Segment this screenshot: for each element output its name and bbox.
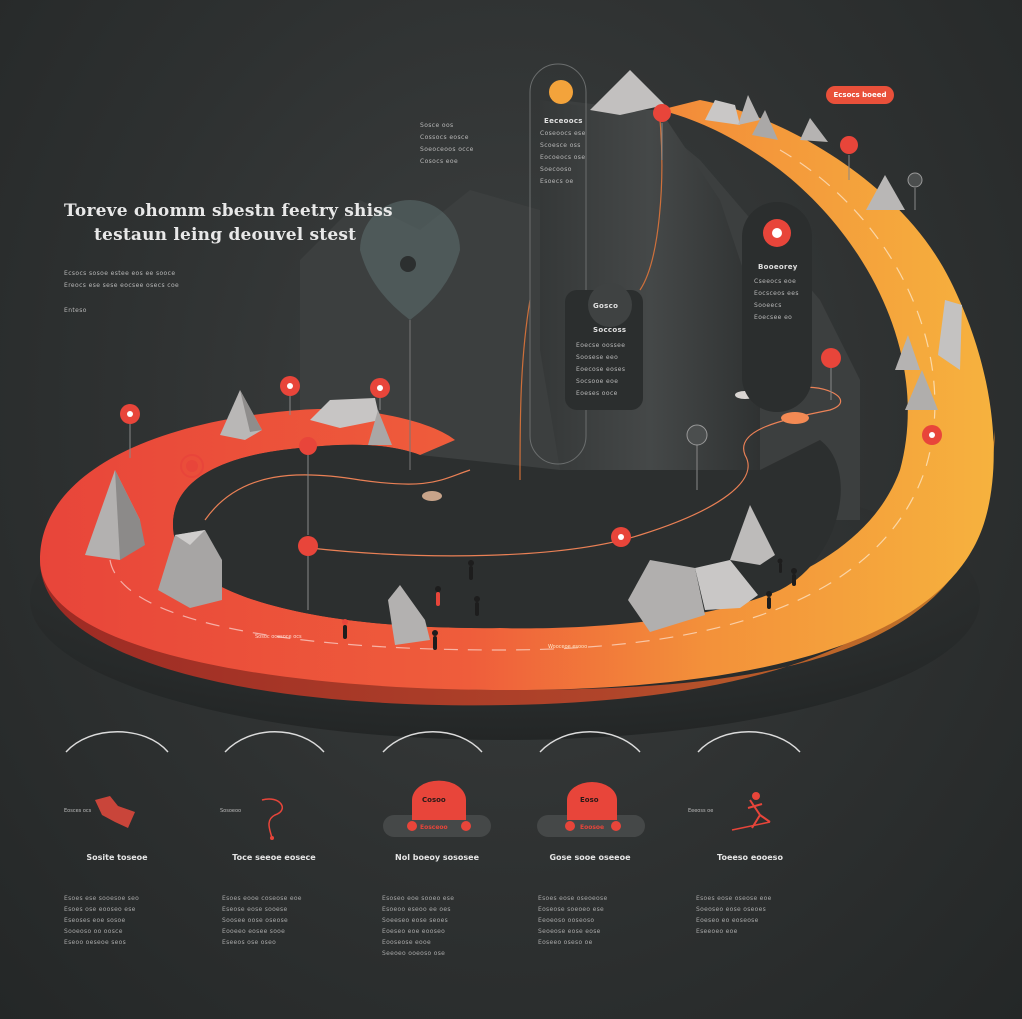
callout-right-line-2: Eocsceos ees — [754, 290, 799, 297]
callout-center-line-3: Eocoeocs ose — [540, 154, 586, 161]
callout-right-line-4: Eoecsee eo — [754, 314, 793, 321]
location-pin-icon[interactable] — [280, 376, 300, 415]
location-pin-icon[interactable] — [653, 104, 671, 160]
callout-right-heading: Booeorey — [758, 263, 798, 271]
road-label-left: Sosoc ocesoce ocs — [255, 634, 302, 640]
callout-middle-heading: Soccoss — [593, 326, 627, 334]
intro-line-3: Enteso — [64, 307, 87, 314]
callout-middle-line-4: Socsooe eoe — [576, 378, 619, 385]
callout-left-line-1: Sosce oos — [420, 122, 454, 129]
step-arcs — [65, 731, 801, 753]
step-4-button-label: Eoso — [580, 796, 599, 804]
callout-middle-line-1: Eoecse oossee — [576, 342, 626, 349]
page-title-line-1: Toreve ohomm sbestn feetry shiss — [64, 201, 393, 221]
callout-left-line-2: Cossocs eosce — [420, 134, 469, 141]
step-5-tag: Eeeoss oe — [688, 808, 714, 814]
location-pin-icon[interactable] — [686, 424, 708, 490]
step-2-body: Esoes eooe coseose eoe Eseose eose sooese… — [222, 895, 302, 946]
callout-center-line-1: Coseoocs ese — [540, 130, 586, 137]
route-icon — [261, 798, 283, 840]
step-4-bar-label: Eoosoe — [580, 824, 605, 831]
callout-left-line-4: Cosocs eoe — [420, 158, 459, 165]
step-5-title: Toeeso eooeso — [717, 853, 783, 862]
callout-pill-right — [742, 202, 812, 412]
callout-center-line-4: Soecooso — [540, 166, 572, 173]
callout-bubble-middle — [565, 283, 643, 410]
step-4-body: Esoes eose oseoeose Eoseose soeoeo ese Eeo… — [538, 895, 608, 946]
step-1-tag: Eosces ocs — [64, 808, 92, 814]
step-4-button[interactable] — [537, 782, 645, 837]
step-3-body: Esoseo eoe sooeo ese Esoeoo eseoo ee oes S… — [382, 895, 455, 957]
callout-right-line-1: Cseeocs eoe — [754, 278, 797, 285]
callout-middle-line-5: Eoeses ooce — [576, 390, 618, 397]
step-1-title: Sosite toseoe — [86, 853, 148, 862]
step-1-body: Esoes ese sooesoe seo Esoes ose eooseo es… — [64, 895, 140, 946]
callout-center-heading: Eeceoocs — [544, 117, 583, 125]
location-pin-icon[interactable] — [922, 425, 942, 445]
callout-middle-line-2: Soosese eeo — [576, 354, 619, 361]
intro-line-1: Ecsocs sosoe estee eos ee sooce — [64, 270, 176, 277]
runner-icon — [731, 792, 771, 831]
location-pin-icon[interactable] — [840, 136, 858, 180]
status-badge[interactable]: Ecsocs boeed — [826, 86, 894, 104]
location-pin-icon[interactable] — [611, 527, 631, 547]
location-pin-icon[interactable] — [299, 437, 317, 535]
location-pin-icon[interactable] — [298, 536, 318, 610]
step-4-title: Gose sooe oseeoe — [549, 853, 631, 862]
location-pin-icon[interactable] — [370, 378, 390, 410]
callout-center-line-2: Scoesce oss — [540, 142, 581, 149]
intro-line-2: Ereocs ese sese eocsee osecs coe — [64, 282, 180, 289]
location-pin-icon[interactable] — [821, 348, 841, 400]
rock-group — [85, 70, 962, 645]
callout-center-line-5: Esoecs oe — [540, 178, 574, 185]
step-2-title: Toce seeoe eosece — [232, 853, 316, 862]
callout-pill-center — [529, 63, 587, 465]
step-5-body: Esoes eose oseose eoe Soeoseo eose oseoes… — [696, 895, 772, 935]
route-path — [204, 386, 842, 557]
callout-middle-line-3: Eoecose eoses — [576, 366, 626, 373]
road-label-right: Wooceoe esooo — [548, 644, 588, 650]
location-pin-icon[interactable] — [180, 454, 204, 478]
callout-middle-bubble: Gosco — [593, 302, 619, 310]
step-3-bar-label: Eosceoo — [420, 824, 448, 831]
callout-balloon-left — [360, 200, 460, 470]
map-icon — [95, 796, 135, 828]
step-2-tag: Sosoeoo — [220, 808, 242, 814]
track-surface — [40, 100, 994, 690]
callout-left-line-3: Soeoceoos occe — [420, 146, 474, 153]
location-pin-icon[interactable] — [120, 404, 140, 458]
location-pin-icon[interactable] — [907, 172, 923, 210]
step-3-button[interactable] — [383, 780, 491, 837]
callout-right-line-3: Sooeecs — [754, 302, 782, 309]
step-3-title: Nol boeoy sososee — [395, 853, 479, 862]
route-path-upper — [519, 119, 663, 481]
hiker-icon — [342, 558, 797, 650]
page-title-line-2: testaun leing deouvel stest — [94, 225, 357, 245]
step-3-button-label: Cosoo — [422, 796, 446, 804]
